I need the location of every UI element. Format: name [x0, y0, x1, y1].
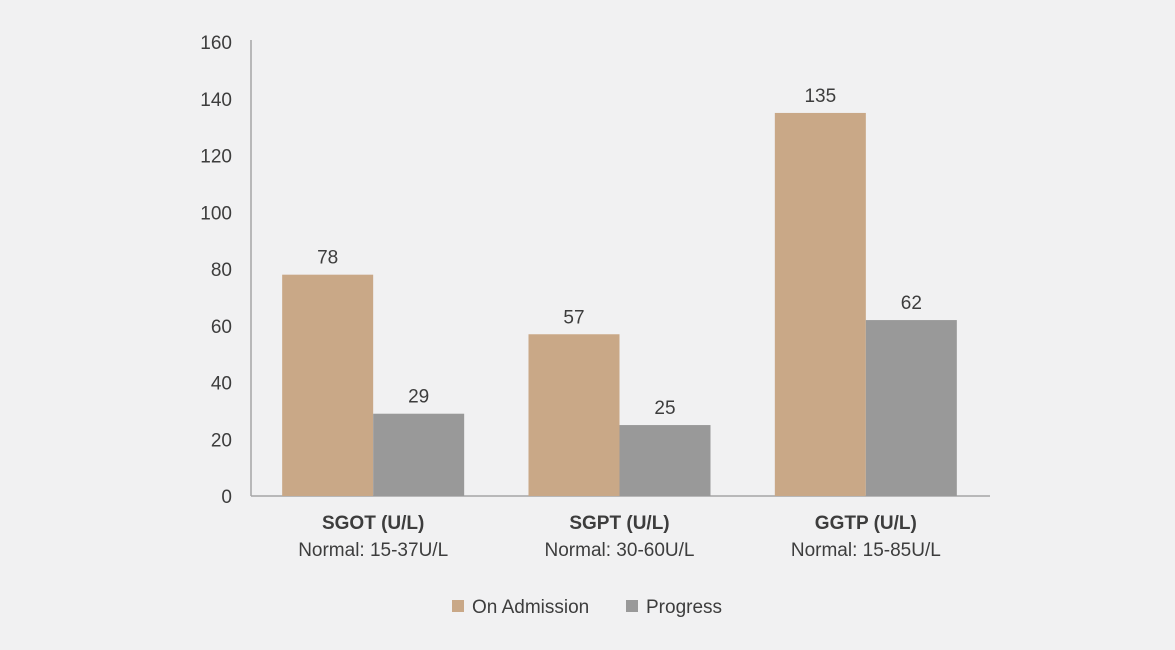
data-label: 57 [563, 307, 584, 328]
x-category-sublabel: Normal: 30-60U/L [545, 540, 695, 561]
legend-label: On Admission [472, 597, 589, 618]
bar-progress [865, 320, 957, 496]
y-tick-label: 120 [200, 147, 232, 168]
bar-on-admission [282, 274, 374, 496]
y-tick-label: 160 [200, 33, 232, 54]
y-tick-label: 60 [211, 317, 232, 338]
y-tick-label: 140 [200, 90, 232, 111]
y-tick-label: 0 [221, 487, 232, 508]
legend-swatch-progress [626, 600, 638, 612]
y-tick-label: 40 [211, 374, 232, 395]
x-category-sublabel: Normal: 15-37U/L [298, 540, 448, 561]
x-category-label: SGOT (U/L) [322, 513, 424, 534]
x-category-label: GGTP (U/L) [815, 513, 917, 534]
bar-on-admission [774, 112, 866, 496]
y-tick-label: 80 [211, 260, 232, 281]
data-label: 62 [901, 293, 922, 314]
x-category-label: SGPT (U/L) [569, 513, 669, 534]
bar-progress [373, 413, 465, 496]
bar-progress [619, 425, 711, 496]
x-category-sublabel: Normal: 15-85U/L [791, 540, 941, 561]
legend-swatch-on-admission [452, 600, 464, 612]
legend-label: Progress [646, 597, 722, 618]
y-tick-label: 100 [200, 203, 232, 224]
data-label: 135 [804, 86, 836, 107]
data-label: 78 [317, 248, 338, 269]
bar-on-admission [528, 334, 620, 496]
y-tick-label: 20 [211, 430, 232, 451]
data-label: 25 [654, 398, 675, 419]
data-label: 29 [408, 387, 429, 408]
